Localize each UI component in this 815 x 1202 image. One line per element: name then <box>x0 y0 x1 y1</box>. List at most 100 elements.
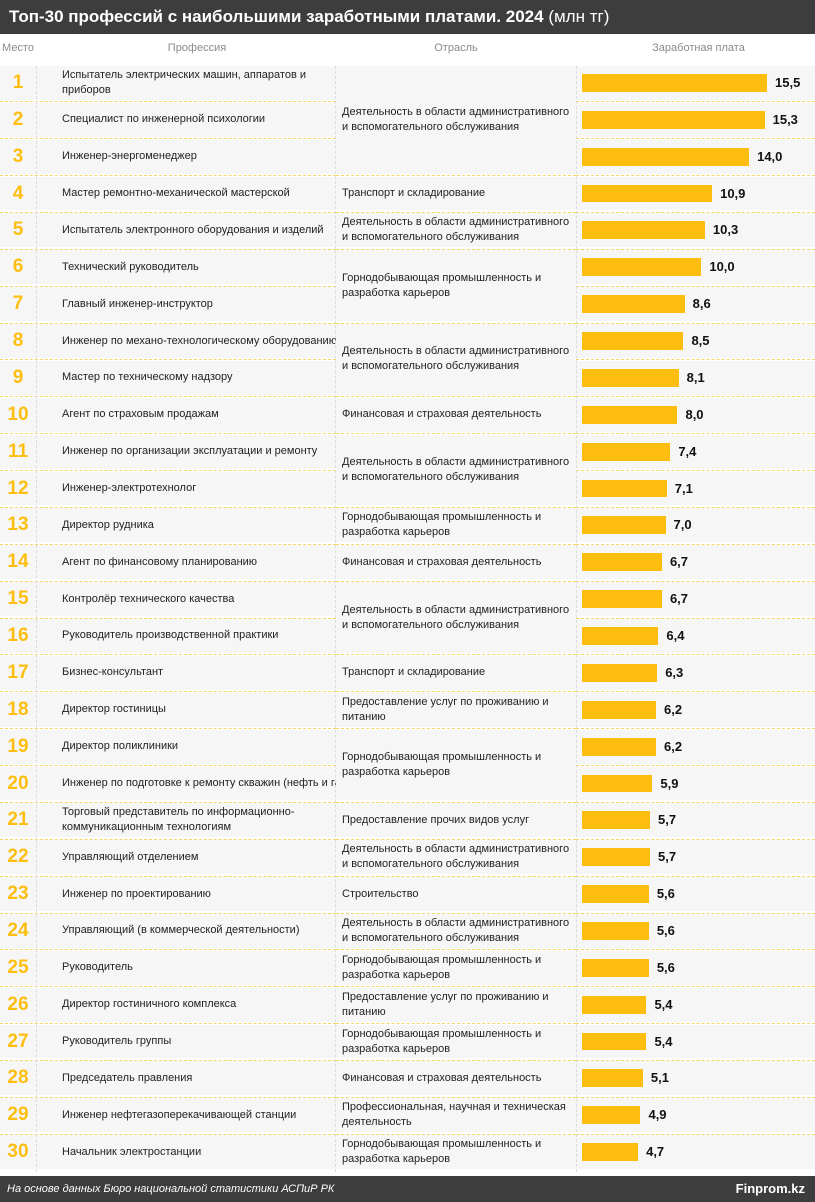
row-separator <box>0 986 336 988</box>
salary-bar <box>582 848 651 867</box>
row-separator <box>336 728 576 730</box>
row-separator <box>336 543 576 545</box>
salary-value: 8,0 <box>685 406 704 422</box>
salary-value: 15,3 <box>772 111 798 127</box>
profession-name: Руководитель <box>62 961 133 974</box>
salary-bar <box>582 332 684 350</box>
industry-cell: Предоставление услуг по проживанию и пит… <box>336 692 576 727</box>
row-separator <box>576 654 815 656</box>
row-separator <box>0 765 336 767</box>
rank-number: 17 <box>7 661 29 683</box>
industry-cell: Горнодобывающая промышленность и разрабо… <box>336 1135 576 1170</box>
row-separator <box>576 396 815 398</box>
footer: На основе данных Бюро национальной стати… <box>0 1176 815 1202</box>
chart-title: Топ-30 профессий с наибольшими заработны… <box>0 0 815 34</box>
rank-number: 7 <box>12 293 24 315</box>
row-separator <box>576 175 815 177</box>
profession-name: Торговый представитель по информационно-… <box>62 806 295 834</box>
profession-name: Директор рудника <box>62 518 154 531</box>
profession-name: Мастер ремонтно-механической мастерской <box>62 187 290 200</box>
row-separator <box>336 801 576 803</box>
industry-cell: Профессиональная, научная и техническая … <box>336 1098 576 1133</box>
salary-value: 14,0 <box>757 148 783 164</box>
row-separator <box>0 838 336 840</box>
row-separator <box>576 838 815 840</box>
salary-bar <box>582 258 702 277</box>
row-separator <box>0 875 336 877</box>
industry-cell: Предоставление прочих видов услуг <box>336 803 576 838</box>
profession-name: Инженер по проектированию <box>62 887 211 900</box>
rank-number: 5 <box>12 219 24 241</box>
row-separator <box>0 728 336 730</box>
salary-bar <box>582 1106 641 1125</box>
profession-name: Управляющий (в коммерческой деятельности… <box>62 924 300 937</box>
salary-value: 5,7 <box>658 812 677 828</box>
row-separator <box>576 359 815 361</box>
salary-value: 6,4 <box>666 628 685 644</box>
rank-number: 8 <box>12 330 24 352</box>
salary-bar <box>582 958 649 977</box>
row-separator <box>576 1059 815 1061</box>
rank-number: 29 <box>7 1104 29 1126</box>
row-separator <box>0 396 336 398</box>
salary-value: 15,5 <box>775 75 801 90</box>
salary-bar <box>582 405 678 424</box>
profession-name: Инженер-электротехнолог <box>62 481 197 494</box>
rank-number: 21 <box>7 809 29 831</box>
row-separator <box>0 617 336 619</box>
salary-bar <box>582 885 649 903</box>
salary-bar <box>582 737 656 756</box>
industry-cell: Деятельность в области административного… <box>336 840 576 875</box>
row-separator <box>576 211 815 213</box>
row-separator <box>336 912 576 914</box>
rank-number: 13 <box>7 514 29 536</box>
salary-value: 4,7 <box>646 1144 665 1160</box>
industry-cell: Горнодобывающая промышленность и разрабо… <box>336 729 576 801</box>
salary-bar <box>582 995 647 1014</box>
salary-value: 6,3 <box>665 664 684 680</box>
salary-bar <box>582 1069 643 1088</box>
row-separator <box>0 322 336 324</box>
row-separator <box>0 801 336 803</box>
salary-value: 5,7 <box>658 849 677 865</box>
title-text: Топ-30 профессий с наибольшими заработны… <box>9 7 544 26</box>
row-separator <box>336 433 576 435</box>
rank-number: 2 <box>12 108 24 130</box>
salary-value: 5,9 <box>660 775 679 791</box>
row-separator <box>0 138 336 140</box>
salary-bar <box>582 516 666 535</box>
row-separator <box>336 248 576 250</box>
salary-value: 5,4 <box>654 996 673 1012</box>
row-separator <box>576 580 815 582</box>
row-separator <box>576 543 815 545</box>
profession-name: Руководитель производственной практики <box>62 629 279 642</box>
column-header-industry: Отрасль <box>434 42 478 54</box>
profession-name: Начальник электростанции <box>62 1145 202 1158</box>
profession-name: Специалист по инженерной психологии <box>62 113 266 126</box>
salary-value: 8,5 <box>691 333 710 349</box>
row-separator <box>0 1059 336 1061</box>
row-separator <box>576 1133 815 1135</box>
row-separator <box>336 986 576 988</box>
industry-cell: Горнодобывающая промышленность и разрабо… <box>336 1024 576 1059</box>
row-separator <box>576 1023 815 1025</box>
rank-number: 18 <box>7 698 29 720</box>
rank-number: 24 <box>7 920 29 941</box>
row-separator <box>576 248 815 250</box>
salary-bar <box>582 147 750 166</box>
salary-value: 7,4 <box>678 443 697 459</box>
salary-value: 7,0 <box>673 517 692 533</box>
profession-name: Председатель правления <box>62 1071 193 1084</box>
rank-number: 4 <box>12 182 24 204</box>
row-separator <box>0 949 336 951</box>
salary-bar <box>582 184 713 203</box>
row-separator <box>336 654 576 656</box>
salary-value: 4,9 <box>648 1107 667 1123</box>
salary-value: 5,4 <box>654 1033 673 1049</box>
rank-number: 11 <box>7 440 29 462</box>
profession-name: Инженер по механо-технологическому обору… <box>62 334 337 347</box>
rank-number: 30 <box>7 1141 29 1163</box>
row-separator <box>0 248 336 250</box>
salary-bar <box>582 1032 647 1051</box>
column-header-place: Место <box>2 42 34 54</box>
